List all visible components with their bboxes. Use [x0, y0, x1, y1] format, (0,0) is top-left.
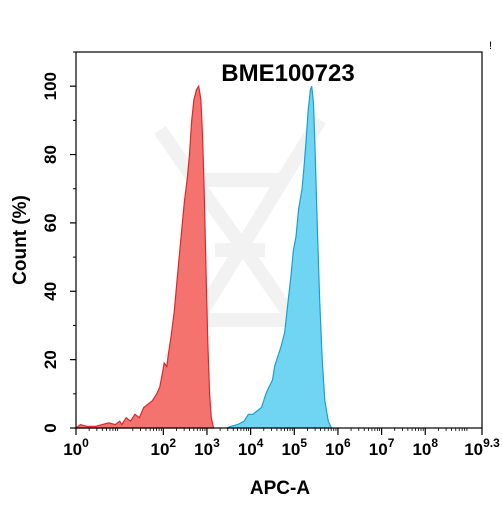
series-layer — [74, 84, 333, 429]
x-axis-title: APC-A — [250, 478, 310, 499]
x-tick-label-6: 107 — [369, 436, 395, 459]
x-tick-label-2: 103 — [194, 436, 220, 459]
x-tick-label-7: 108 — [412, 436, 438, 459]
y-tick-label-0: 0 — [41, 423, 60, 432]
x-tick-label-4: 105 — [281, 436, 307, 459]
x-tick-label-3: 104 — [238, 436, 264, 459]
plot-frame — [75, 51, 483, 429]
histogram-series-2 — [226, 85, 333, 429]
corner-tick-mark: ! — [489, 40, 492, 52]
y-tick-label-4: 80 — [41, 145, 60, 164]
y-tick-label-1: 20 — [41, 350, 60, 369]
x-tick-label-0: 100 — [63, 436, 89, 459]
y-tick-label-5: 100 — [41, 72, 60, 100]
x-tick-label-5: 106 — [325, 436, 351, 459]
y-axis-title: Count (%) — [10, 195, 31, 285]
chart-title: BME100723 — [221, 60, 354, 87]
x-tick-label-8: 109.3 — [464, 436, 500, 459]
y-tick-label-3: 60 — [41, 213, 60, 232]
x-tick-label-1: 102 — [151, 436, 177, 459]
axis-layer: 0 20 40 60 80 100 100 102 103 104 105 106 107 108 109.… — [41, 51, 500, 459]
histogram-series-1 — [74, 84, 215, 429]
y-tick-label-2: 40 — [41, 282, 60, 301]
